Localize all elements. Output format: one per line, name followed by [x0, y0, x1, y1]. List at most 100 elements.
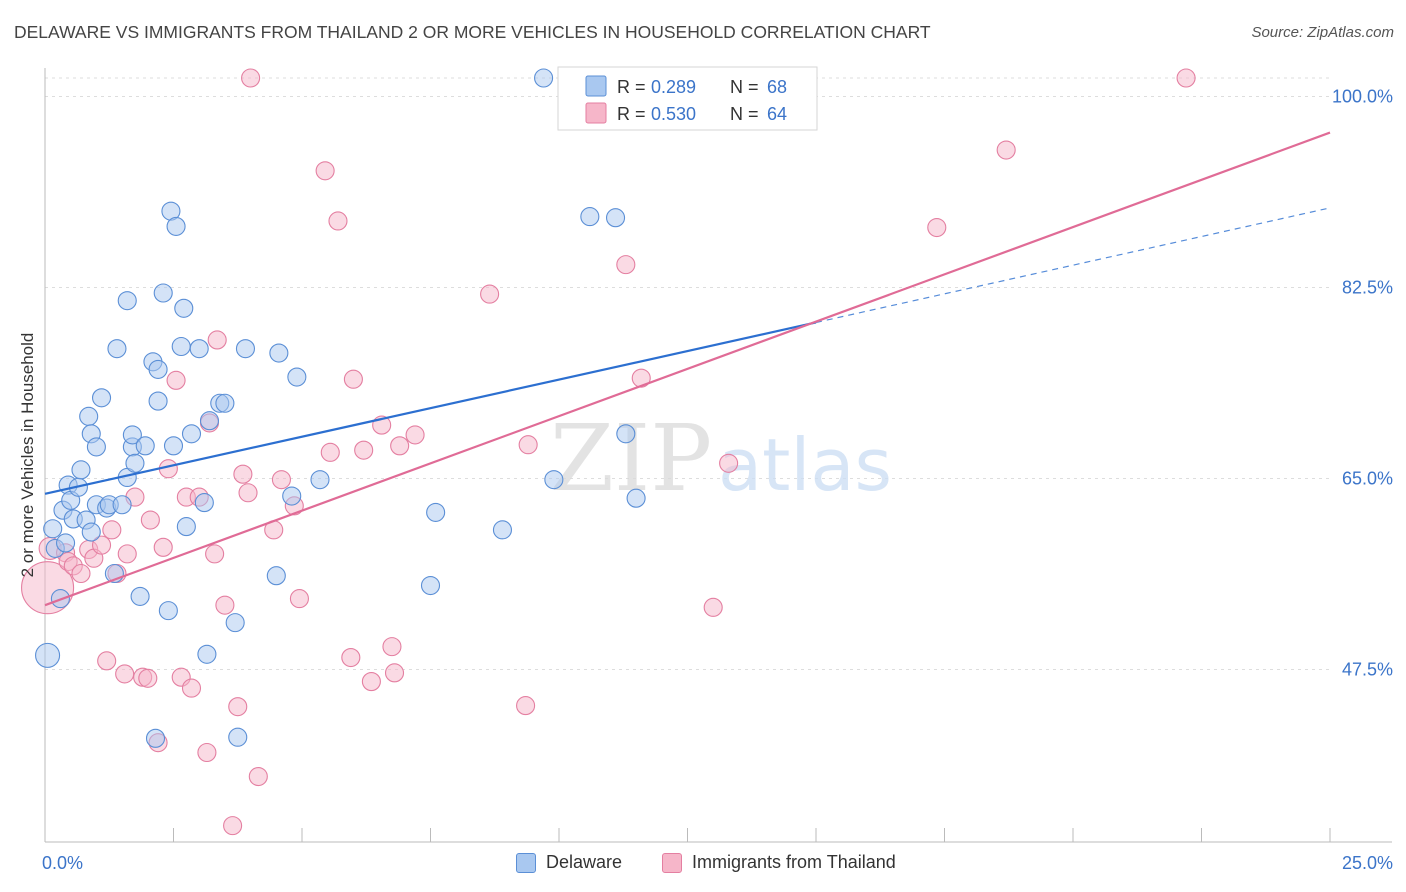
data-point-thailand — [341, 647, 361, 668]
x-tick-label-min: 0.0% — [42, 853, 83, 873]
data-point-delaware — [153, 283, 173, 303]
data-point-thailand — [361, 672, 381, 692]
data-point-thailand — [207, 330, 227, 350]
data-point-thailand — [181, 678, 202, 698]
legend-n-value-thailand: 64 — [767, 104, 787, 124]
data-point-thailand — [518, 435, 538, 455]
data-point-delaware — [174, 298, 194, 318]
y-tick-labels: 100.0% 82.5% 65.0% 47.5% — [1332, 87, 1393, 680]
x-tick-label-max: 25.0% — [1342, 853, 1393, 873]
data-point-delaware — [534, 68, 554, 88]
series-delaware-points — [35, 68, 646, 748]
data-point-delaware — [616, 424, 636, 444]
data-point-delaware — [107, 339, 127, 359]
data-point-delaware — [194, 493, 214, 513]
data-point-thailand — [228, 697, 248, 717]
legend-r-label-thailand: R = — [617, 104, 646, 124]
data-point-delaware — [287, 367, 307, 387]
data-point-delaware — [148, 359, 168, 379]
data-point-thailand — [405, 425, 425, 445]
data-point-delaware — [130, 586, 150, 606]
gridlines — [45, 77, 1330, 671]
data-point-thailand — [153, 537, 173, 557]
data-point-thailand — [328, 211, 348, 231]
data-point-delaware — [125, 453, 145, 473]
watermark-atlas: atlas — [718, 423, 892, 507]
data-point-thailand — [241, 68, 261, 88]
data-point-thailand — [343, 369, 363, 389]
data-point-delaware — [580, 207, 600, 227]
data-point-thailand — [384, 663, 405, 683]
data-point-thailand — [289, 589, 309, 609]
legend-bottom-swatch-thailand — [662, 852, 682, 873]
data-point-delaware — [310, 470, 330, 490]
data-point-delaware — [269, 343, 289, 363]
data-point-delaware — [282, 486, 302, 506]
data-point-delaware — [56, 533, 76, 553]
data-point-thailand — [719, 453, 739, 473]
data-point-delaware — [166, 216, 186, 236]
data-point-delaware — [86, 437, 106, 457]
legend-swatch-delaware — [585, 75, 607, 97]
data-point-thailand — [390, 436, 410, 456]
trend-line-delaware-extension — [815, 207, 1331, 324]
legend-item-thailand: Immigrants from Thailand — [662, 852, 896, 873]
data-point-delaware — [605, 208, 626, 228]
data-point-thailand — [233, 464, 253, 484]
data-point-delaware — [181, 424, 202, 444]
data-point-thailand — [102, 520, 122, 540]
data-point-thailand — [996, 140, 1016, 160]
legend-n-label-delaware: N = — [730, 77, 759, 97]
data-point-thailand — [315, 161, 335, 181]
data-point-thailand — [117, 544, 137, 564]
data-point-thailand — [480, 284, 500, 304]
data-point-thailand — [238, 483, 258, 503]
x-tick-labels: 0.0% 25.0% — [42, 853, 1393, 873]
data-point-thailand — [320, 442, 340, 462]
data-point-thailand — [205, 544, 225, 564]
data-point-thailand — [97, 651, 117, 671]
data-point-thailand — [1176, 68, 1196, 88]
data-point-delaware — [199, 411, 220, 431]
data-point-thailand — [71, 563, 91, 584]
data-point-delaware — [228, 727, 248, 747]
data-point-thailand — [223, 816, 243, 836]
legend-r-value-thailand: 0.530 — [651, 104, 696, 124]
legend-bottom-label-thailand: Immigrants from Thailand — [692, 852, 896, 872]
legend-r-label-delaware: R = — [617, 77, 646, 97]
data-point-delaware — [43, 519, 63, 539]
data-point-delaware — [112, 495, 132, 515]
source-credit: Source: ZipAtlas.com — [1251, 24, 1394, 41]
legend-swatch-thailand — [585, 102, 607, 124]
data-point-thailand — [215, 595, 235, 615]
data-point-delaware — [71, 460, 91, 480]
legend-bottom-swatch-delaware — [516, 852, 536, 873]
data-point-delaware — [189, 339, 209, 359]
data-point-thailand — [91, 535, 112, 555]
data-point-delaware — [148, 391, 168, 411]
data-point-thailand — [248, 766, 268, 787]
data-point-delaware — [79, 406, 99, 426]
data-point-thailand — [516, 696, 536, 716]
data-point-delaware — [492, 520, 513, 540]
y-tick-label: 82.5% — [1342, 278, 1393, 298]
data-point-delaware — [420, 575, 441, 596]
data-point-delaware — [626, 488, 646, 508]
data-point-delaware — [235, 339, 256, 359]
data-point-thailand — [138, 668, 158, 688]
data-point-delaware — [91, 388, 112, 408]
legend-item-delaware: Delaware — [516, 852, 622, 873]
data-point-delaware — [544, 470, 564, 490]
data-point-delaware — [135, 436, 155, 456]
data-point-delaware — [266, 566, 286, 586]
data-point-thailand — [115, 664, 135, 684]
data-point-delaware — [145, 728, 166, 748]
data-point-thailand — [703, 597, 723, 617]
data-point-delaware — [171, 336, 191, 357]
data-point-thailand — [271, 470, 291, 490]
trend-line-thailand — [44, 131, 1331, 607]
data-point-delaware — [35, 642, 61, 668]
data-point-delaware — [426, 502, 446, 522]
data-point-delaware — [225, 613, 245, 633]
